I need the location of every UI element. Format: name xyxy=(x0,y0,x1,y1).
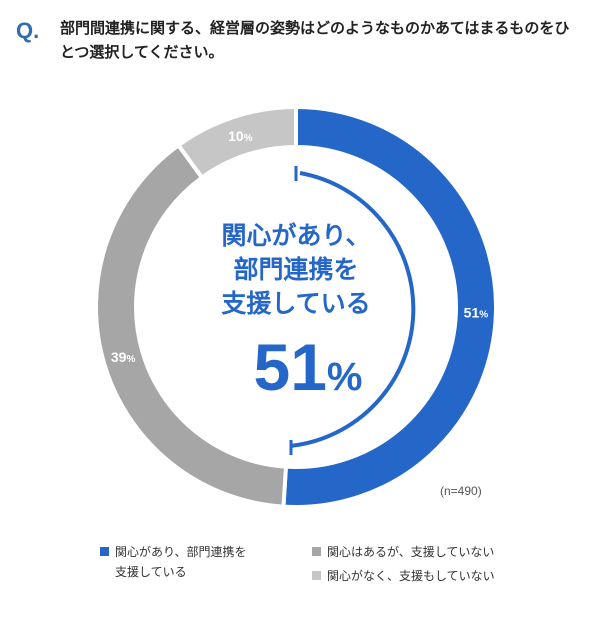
legend-label: 関心があり、部門連携を 支援している xyxy=(115,545,247,579)
legend-swatch xyxy=(312,547,321,556)
callout-percent: 51% xyxy=(254,330,363,404)
slice-label: 10% xyxy=(228,128,253,144)
legend-label: 関心はあるが、支援していない xyxy=(327,545,495,559)
legend-item: 関心がなく、支援もしていない xyxy=(312,566,495,586)
slice-label: 51% xyxy=(464,305,489,321)
sample-size-note: (n=490) xyxy=(440,484,482,498)
callout-bracket xyxy=(289,171,416,448)
donut-slice xyxy=(281,104,499,509)
legend-column-right: 関心はあるが、支援していない 関心がなく、支援もしていない xyxy=(312,542,495,590)
slice-label-unit: % xyxy=(244,133,253,144)
slice-label: 39% xyxy=(111,349,136,365)
legend-swatch xyxy=(100,547,109,556)
callout-percent-unit: % xyxy=(327,355,363,399)
donut-chart: 51%39%10% 関心があり、 部門連携を 支援している 51% xyxy=(94,104,499,509)
slice-label-value: 51 xyxy=(464,305,480,321)
slice-label-value: 39 xyxy=(111,349,127,365)
callout-line-1: 関心があり、 xyxy=(221,221,370,250)
donut-slices xyxy=(94,104,499,509)
slice-label-value: 10 xyxy=(228,128,244,144)
callout-percent-value: 51 xyxy=(254,330,327,404)
slice-label-unit: % xyxy=(479,310,488,321)
legend-column-left: 関心があり、部門連携を 支援している xyxy=(100,542,247,586)
donut-slice xyxy=(175,104,298,181)
donut-slice xyxy=(94,142,289,509)
callout-line-2: 部門連携を xyxy=(233,255,358,284)
legend-swatch xyxy=(312,571,321,580)
slice-label-unit: % xyxy=(126,354,135,365)
donut-slice-labels: 51%39%10% xyxy=(111,128,488,365)
legend-label: 関心がなく、支援もしていない xyxy=(327,569,495,583)
question-mark-label: Q. xyxy=(16,18,40,43)
legend-item: 関心があり、部門連携を 支援している xyxy=(100,542,247,582)
legend-item: 関心はあるが、支援していない xyxy=(312,542,495,562)
callout-line-3: 支援している xyxy=(221,289,370,318)
question-text: 部門間連携に関する、経営層の姿勢はどのようなものかあてはまるものをひとつ選択して… xyxy=(60,19,570,61)
